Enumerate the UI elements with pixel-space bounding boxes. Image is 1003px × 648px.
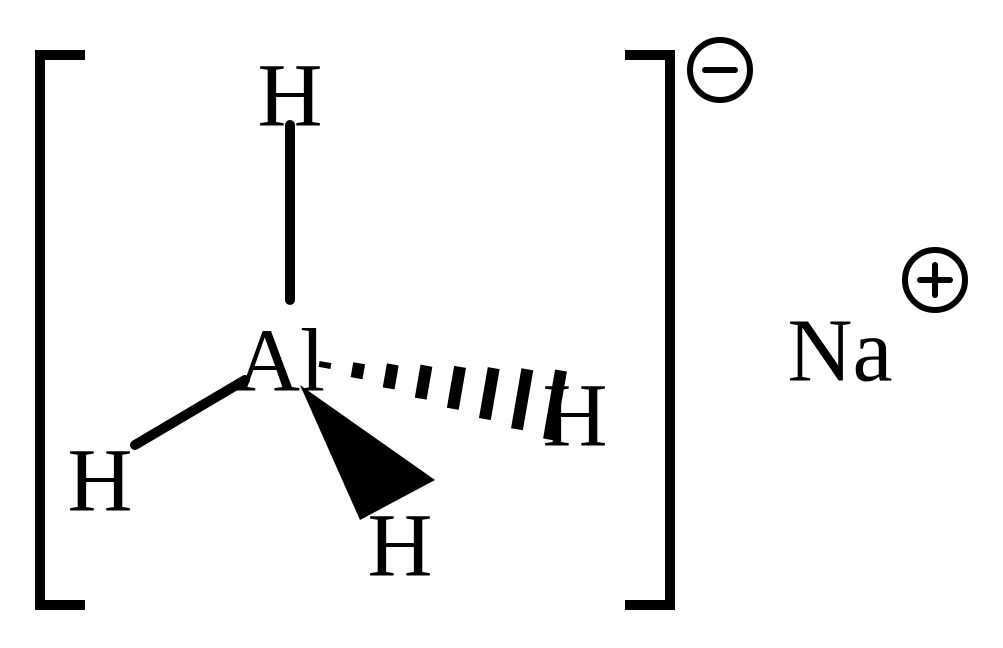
bracket-right: [630, 55, 670, 605]
bond-al-h-left: [135, 380, 245, 445]
counter-ion-na: Na: [788, 302, 893, 401]
atom-h-hash-label: H: [543, 367, 608, 466]
anion-charge-minus-icon: [690, 40, 750, 100]
atom-h-top-label: H: [258, 47, 323, 146]
atom-h-left-label: H: [68, 432, 133, 531]
chemical-structure-diagram: Al H H H H Na: [0, 0, 1003, 648]
atom-h-wedge-label: H: [368, 497, 433, 596]
atom-al-label: Al: [235, 312, 325, 411]
cation-charge-plus-icon: [905, 250, 965, 310]
